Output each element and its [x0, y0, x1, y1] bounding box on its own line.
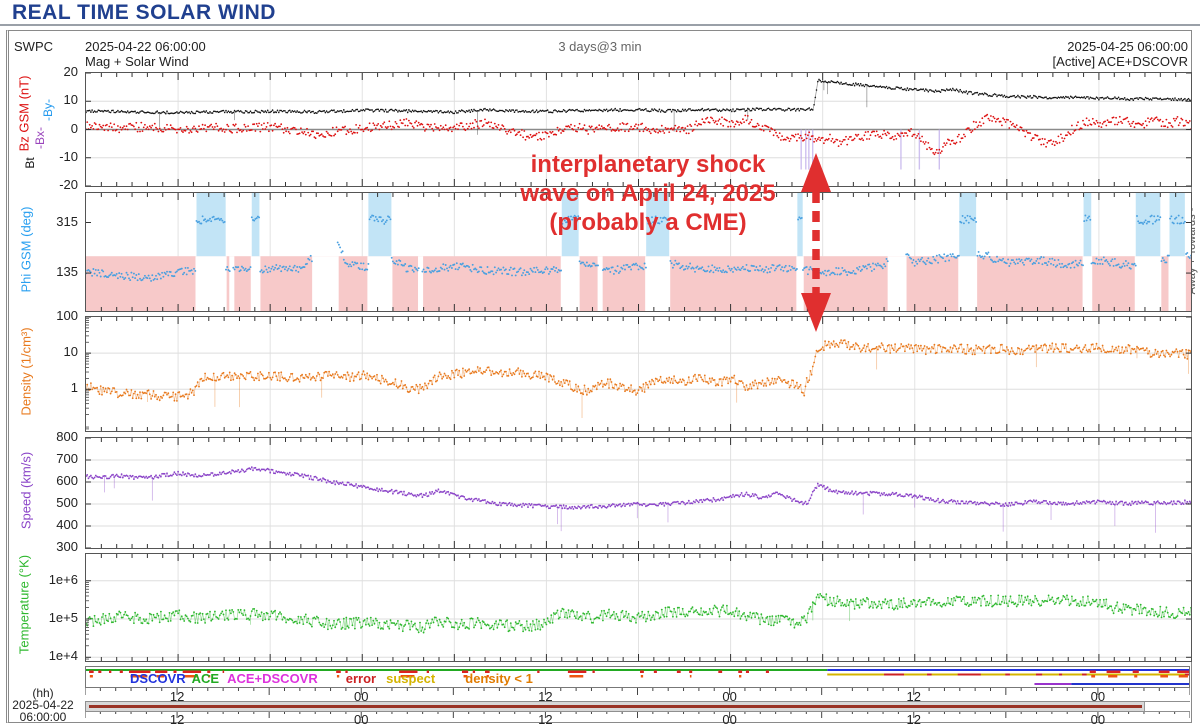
ytick-label-density-10: 10: [63, 344, 78, 360]
ytick-label-temperature-1e+4: 1e+4: [48, 648, 78, 664]
legend-item-suspect: suspect: [386, 671, 436, 686]
ytick-label-mag-0: 0: [70, 120, 78, 136]
y-axis-label-temperature: Temperature (°K): [16, 554, 32, 655]
time-label-row1-0: 12: [169, 689, 185, 704]
end-datetime: 2025-04-25 06:00:00: [1067, 39, 1188, 54]
time-label-row1-4: 12: [906, 689, 921, 704]
ytick-label-speed-500: 500: [56, 495, 78, 510]
ytick-label-phi-315: 315: [56, 213, 78, 229]
time-range-scrollbar[interactable]: [85, 701, 1190, 712]
time-label-row1-3: 00: [722, 689, 737, 704]
ytick-label-mag--10: -10: [59, 148, 78, 164]
ytick-label-phi-135: 135: [56, 264, 78, 280]
loaded-range-indicator: [89, 705, 1143, 708]
ytick-label-speed-300: 300: [56, 539, 78, 554]
time-label-row2-0: 12: [169, 712, 185, 725]
annotation-line-2: wave on April 24, 2025: [520, 180, 776, 207]
legend-item-error: error: [345, 671, 377, 686]
start-datetime: 2025-04-22 06:00:00: [85, 39, 206, 54]
ytick-label-density-100: 100: [56, 308, 78, 323]
panel-speed: [85, 437, 1192, 549]
ytick-label-speed-400: 400: [56, 517, 78, 532]
ytick-label-speed-800: 800: [56, 429, 78, 444]
swpc-label: SWPC: [14, 39, 53, 54]
legend-item-ace: ACE: [191, 671, 220, 686]
resolution-label: 3 days@3 min: [558, 39, 642, 54]
ytick-label-temperature-1e+6: 1e+6: [48, 571, 78, 587]
ytick-label-mag-20: 20: [63, 64, 78, 79]
arrow-head-down-icon: [801, 293, 831, 332]
axis-start-time: 06:00:00: [19, 710, 67, 724]
plot-type-label: Mag + Solar Wind: [85, 54, 189, 69]
data-source-strip: DSCOVR ACE ACE+DSCOVR error suspect density <…: [85, 666, 1190, 688]
ytick-label-density-1: 1: [70, 380, 78, 396]
axis-start-date: 2025-04-22: [12, 698, 74, 712]
hh-axis-label: (hh): [32, 686, 54, 700]
panel-temperature: [85, 553, 1192, 662]
legend-item-dscovr: DSCOVR: [130, 671, 186, 686]
ytick-label-temperature-1e+5: 1e+5: [48, 610, 78, 626]
shock-arrow: [801, 153, 831, 332]
panel-phi: [85, 192, 1192, 312]
time-tick-row-2: [85, 711, 1190, 718]
legend-item-density-1: density < 1: [465, 671, 533, 686]
page-title: REAL TIME SOLAR WIND: [0, 0, 1200, 26]
time-label-row2-5: 00: [1090, 712, 1106, 725]
shock-annotation: interplanetary shock wave on April 24, 2…: [520, 150, 775, 237]
time-label-row1-5: 00: [1090, 689, 1106, 704]
status-strip-canvas: [86, 669, 1189, 685]
time-tick-row-1: [85, 688, 1190, 695]
time-label-row2-3: 00: [722, 712, 737, 725]
annotation-line-1: interplanetary shock: [530, 151, 766, 178]
ytick-label-speed-600: 600: [56, 473, 78, 488]
time-label-row1-1: 00: [354, 689, 369, 704]
legend-item-ace-dscovr: ACE+DSCOVR: [227, 671, 318, 686]
time-label-row1-2: 12: [538, 689, 553, 704]
time-label-row2-1: 00: [354, 712, 369, 725]
ytick-label-mag--20: -20: [59, 177, 78, 192]
arrow-head-up-icon: [801, 153, 831, 192]
time-label-row2-2: 12: [538, 712, 553, 725]
status-legend: DSCOVR ACE ACE+DSCOVR error suspect density <…: [130, 671, 533, 686]
ytick-label-speed-700: 700: [56, 451, 78, 466]
panel-mag: [85, 72, 1192, 187]
scrollbar-end-gap: [1143, 702, 1190, 711]
ytick-label-mag-10: 10: [63, 92, 78, 108]
annotation-line-3: (probably a CME): [549, 209, 747, 236]
time-label-row2-4: 12: [906, 712, 921, 725]
active-source-label: [Active] ACE+DSCOVR: [1052, 54, 1188, 69]
panel-density: [85, 316, 1192, 432]
